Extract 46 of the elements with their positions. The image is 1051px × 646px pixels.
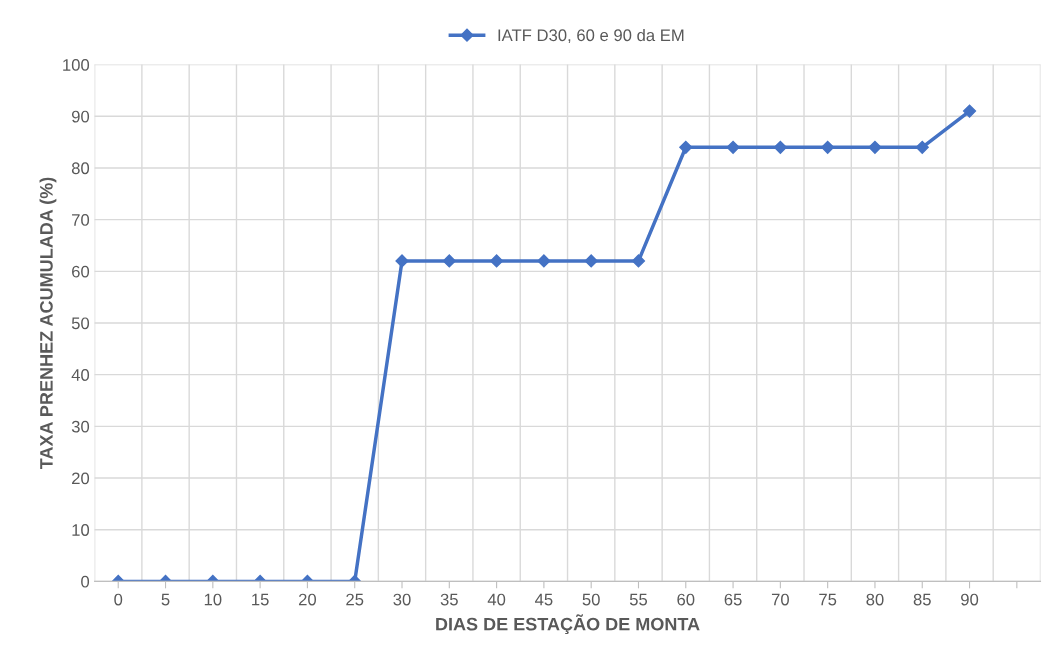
legend-label: IATF D30, 60 e 90 da EM [498,28,684,44]
y-tick-label: 30 [71,420,90,433]
y-tick-label: 20 [72,472,90,485]
x-tick-label: 80 [866,593,884,606]
y-tick-label: 60 [72,265,90,278]
x-tick-label: 65 [724,593,742,606]
x-tick-label: 55 [629,593,648,606]
x-tick-label: 90 [961,593,979,606]
x-tick-label: 25 [346,593,364,606]
y-tick-label: 100 [63,59,90,71]
point [537,254,551,268]
point [631,254,646,268]
x-axis-title: DIAS DE ESTAÇÃO DE MONTA [436,614,700,635]
x-tick-label: 30 [393,593,411,606]
point [395,254,409,268]
x-tick-label: 60 [677,593,695,606]
point [821,140,835,154]
point [490,254,504,268]
x-tick-label: 70 [771,593,789,606]
y-tick-label: 0 [81,575,90,588]
point [868,140,882,154]
x-tick-label: 40 [487,593,506,606]
y-tick-label: 70 [72,214,90,226]
y-axis-title: TAXA PRENHEZ ACUMULADA (%) [39,177,57,470]
y-tick-label: 40 [71,369,90,381]
point [442,254,456,268]
y-tick-label: 90 [71,110,90,123]
x-tick-label: 5 [161,593,170,606]
point [679,140,693,154]
x-tick-label: 20 [298,593,317,606]
point [915,140,929,154]
point [962,104,977,118]
x-tick-label: 85 [913,593,931,606]
x-tick-label: 45 [535,593,553,606]
x-tick-label: 50 [582,593,600,606]
y-tick-label: 80 [71,162,90,175]
x-tick-label: 10 [204,593,222,606]
x-tick-label: 0 [114,593,123,606]
y-tick-label: 10 [72,524,90,536]
x-tick-label: 75 [819,593,837,606]
point [584,254,598,268]
x-tick-label: 35 [440,593,458,606]
y-tick-label: 50 [71,317,90,330]
point [726,140,740,154]
x-tick-label: 15 [252,593,269,606]
point [773,140,787,154]
